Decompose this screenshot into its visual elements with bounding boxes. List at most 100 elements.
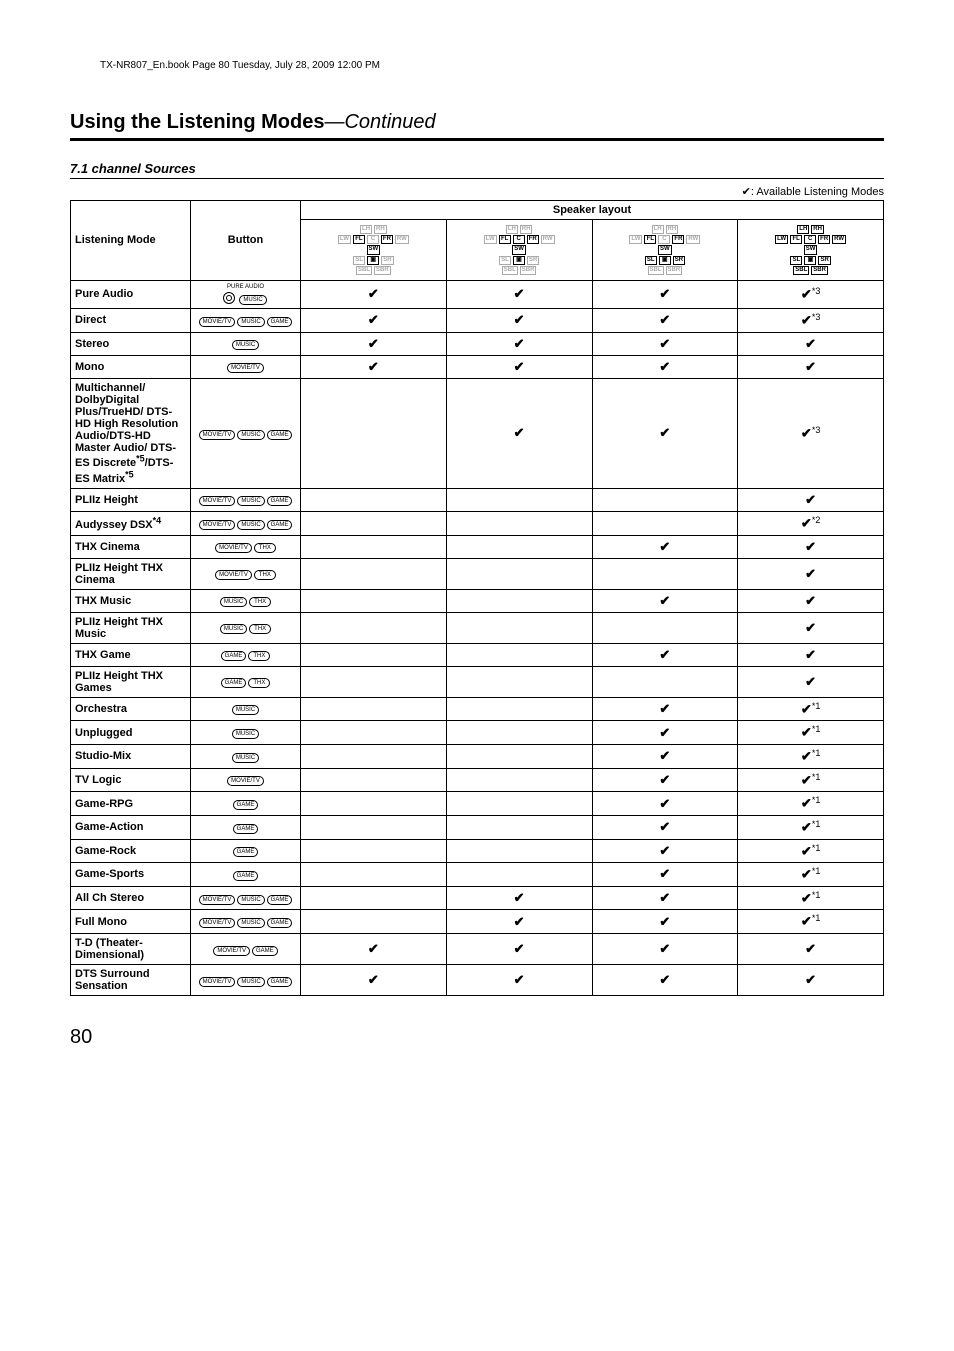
availability-cell: ✔: [738, 589, 884, 612]
speaker-layout-1: LHRHLWFLCFRRWSWSL▣SRSBLSBR: [446, 220, 592, 281]
table-row: PLIIz Height THX CinemaMOVIE/TVTHX✔: [71, 558, 884, 589]
table-row: PLIIz Height THX GamesGAMETHX✔: [71, 666, 884, 697]
speaker-box: LH: [360, 225, 372, 234]
speaker-row: SBLSBR: [449, 266, 590, 275]
availability-cell: [301, 792, 447, 816]
speaker-box: SBL: [648, 266, 664, 275]
speaker-box: RH: [811, 225, 824, 234]
speaker-box: ▣: [659, 256, 671, 265]
button-pill: GAME: [252, 946, 278, 956]
speaker-box: SBR: [666, 266, 683, 275]
availability-cell: ✔*2: [738, 511, 884, 535]
availability-cell: ✔*1: [738, 721, 884, 745]
button-pill: THX: [249, 597, 271, 607]
button-pill: MUSIC: [239, 295, 266, 305]
mode-cell: Direct: [71, 308, 191, 332]
check-icon: ✔: [659, 772, 670, 787]
availability-cell: ✔*1: [738, 744, 884, 768]
speaker-box: LW: [629, 235, 642, 244]
availability-cell: ✔: [592, 378, 738, 488]
speaker-row: LWFLCFRRW: [303, 235, 444, 244]
availability-cell: ✔: [738, 934, 884, 965]
availability-cell: [592, 488, 738, 511]
footnote-ref: *1: [812, 913, 821, 923]
mode-cell: Full Mono: [71, 910, 191, 934]
availability-cell: ✔: [738, 666, 884, 697]
speaker-row: LHRH: [740, 225, 881, 234]
mode-cell: Game-Rock: [71, 839, 191, 863]
button-pill: MOVIE/TV: [227, 363, 264, 373]
availability-cell: ✔: [592, 535, 738, 558]
availability-cell: ✔: [446, 934, 592, 965]
table-row: UnpluggedMUSIC✔✔*1: [71, 721, 884, 745]
check-icon: ✔: [801, 313, 812, 328]
speaker-box: SL: [353, 256, 365, 265]
mode-cell: Studio-Mix: [71, 744, 191, 768]
button-pill: MUSIC: [232, 753, 259, 763]
check-icon: ✔: [514, 972, 525, 987]
speaker-row: LWFLCFRRW: [740, 235, 881, 244]
check-icon: ✔: [801, 749, 812, 764]
speaker-box: LW: [775, 235, 788, 244]
availability-cell: ✔*1: [738, 768, 884, 792]
table-row: Game-SportsGAME✔✔*1: [71, 863, 884, 887]
speaker-box: FL: [790, 235, 802, 244]
button-cell: MUSIC: [191, 721, 301, 745]
mode-cell: THX Music: [71, 589, 191, 612]
availability-cell: ✔: [446, 910, 592, 934]
speaker-row: SL▣SR: [740, 256, 881, 265]
speaker-row: SW: [449, 245, 590, 254]
availability-cell: ✔: [446, 308, 592, 332]
speaker-box: RW: [541, 235, 555, 244]
button-pill: MUSIC: [220, 624, 247, 634]
button-pill: MOVIE/TV: [199, 496, 236, 506]
check-icon: ✔: [659, 425, 670, 440]
availability-cell: ✔: [738, 535, 884, 558]
availability-cell: ✔*1: [738, 910, 884, 934]
availability-cell: [592, 612, 738, 643]
availability-cell: ✔*1: [738, 697, 884, 721]
footnote-ref: *1: [812, 819, 821, 829]
check-icon: ✔: [659, 843, 670, 858]
availability-cell: ✔: [301, 280, 447, 308]
availability-cell: ✔: [592, 308, 738, 332]
availability-cell: [446, 488, 592, 511]
check-icon: ✔: [805, 647, 816, 662]
table-row: DTS Surround SensationMOVIE/TVMUSICGAME✔…: [71, 965, 884, 996]
button-pill: MUSIC: [237, 520, 264, 530]
speaker-box: C: [513, 235, 525, 244]
speaker-row: LWFLCFRRW: [449, 235, 590, 244]
availability-cell: ✔*1: [738, 886, 884, 910]
table-row: Pure AudioPURE AUDIO MUSIC✔✔✔✔*3: [71, 280, 884, 308]
check-icon: ✔: [659, 336, 670, 351]
table-row: StereoMUSIC✔✔✔✔: [71, 332, 884, 355]
availability-cell: [446, 815, 592, 839]
check-icon: ✔: [805, 539, 816, 554]
check-icon: ✔: [368, 286, 379, 301]
speaker-row: LWFLCFRRW: [595, 235, 736, 244]
speaker-box: FL: [353, 235, 365, 244]
mode-cell: Game-Sports: [71, 863, 191, 887]
check-icon: ✔: [805, 620, 816, 635]
availability-cell: ✔: [592, 863, 738, 887]
table-row: THX MusicMUSICTHX✔✔: [71, 589, 884, 612]
check-icon: ✔: [801, 867, 812, 882]
button-pill: GAME: [233, 800, 259, 810]
check-icon: ✔: [801, 796, 812, 811]
availability-cell: [446, 744, 592, 768]
availability-cell: [301, 910, 447, 934]
button-pill: MOVIE/TV: [199, 317, 236, 327]
speaker-box: FR: [672, 235, 684, 244]
speaker-box: LH: [506, 225, 518, 234]
check-icon: ✔: [805, 674, 816, 689]
button-pill: MUSIC: [232, 705, 259, 715]
check-icon: ✔: [659, 819, 670, 834]
button-pill: MOVIE/TV: [199, 895, 236, 905]
table-row: T-D (Theater-Dimensional)MOVIE/TVGAME✔✔✔…: [71, 934, 884, 965]
availability-cell: ✔: [592, 332, 738, 355]
check-icon: ✔: [514, 359, 525, 374]
table-row: Full MonoMOVIE/TVMUSICGAME✔✔✔*1: [71, 910, 884, 934]
availability-cell: [592, 666, 738, 697]
availability-cell: ✔: [446, 355, 592, 378]
mode-cell: THX Game: [71, 643, 191, 666]
